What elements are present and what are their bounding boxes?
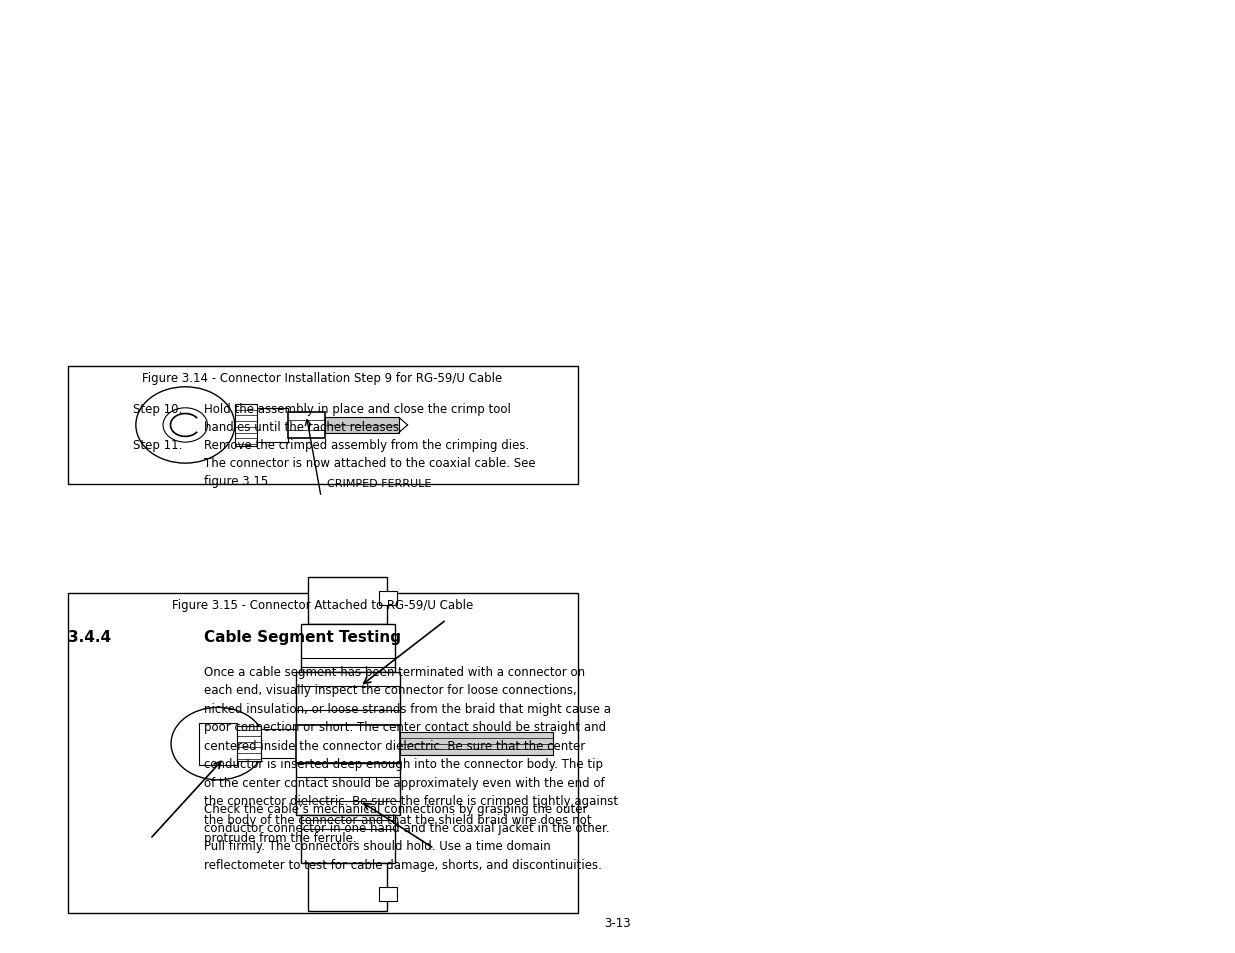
Text: 3.4.4: 3.4.4 [68,629,111,644]
Bar [309,578,388,625]
Bar [235,404,257,446]
Text: Check the cable’s mechanical connections by grasping the outer
conductor connect: Check the cable’s mechanical connections… [204,802,609,871]
Bar [301,815,394,863]
Bar [296,673,400,724]
Bar [301,625,394,673]
Bar [200,722,237,764]
Bar [237,726,262,760]
Bar [309,863,388,911]
Text: Figure 3.14 - Connector Installation Step 9 for RG-59/U Cable: Figure 3.14 - Connector Installation Ste… [142,372,503,385]
Bar [296,762,400,815]
Text: Figure 3.15 - Connector Attached to RG-59/U Cable: Figure 3.15 - Connector Attached to RG-5… [172,598,473,612]
Text: CRIMPED FERRULE: CRIMPED FERRULE [327,478,432,488]
Text: Step 11.: Step 11. [133,438,183,452]
Bar [400,732,553,755]
Circle shape [163,409,207,443]
Text: 3-13: 3-13 [604,916,631,929]
Bar [296,724,400,762]
Text: Hold the assembly in place and close the crimp tool
handles until the rachet rel: Hold the assembly in place and close the… [204,402,510,433]
Circle shape [136,388,235,464]
Bar [325,417,399,433]
Text: Cable Segment Testing: Cable Segment Testing [204,629,401,644]
Circle shape [170,707,266,780]
Bar [257,409,288,442]
Bar [379,886,398,902]
Bar [288,413,325,439]
Bar [68,594,578,913]
Text: Remove the crimped assembly from the crimping dies.
The connector is now attache: Remove the crimped assembly from the cri… [204,438,536,487]
Bar [68,367,578,484]
Text: Step 10.: Step 10. [133,402,183,416]
Bar [262,730,299,759]
Bar [379,591,398,606]
Text: Once a cable segment has been terminated with a connector on
each end, visually : Once a cable segment has been terminated… [204,665,618,844]
